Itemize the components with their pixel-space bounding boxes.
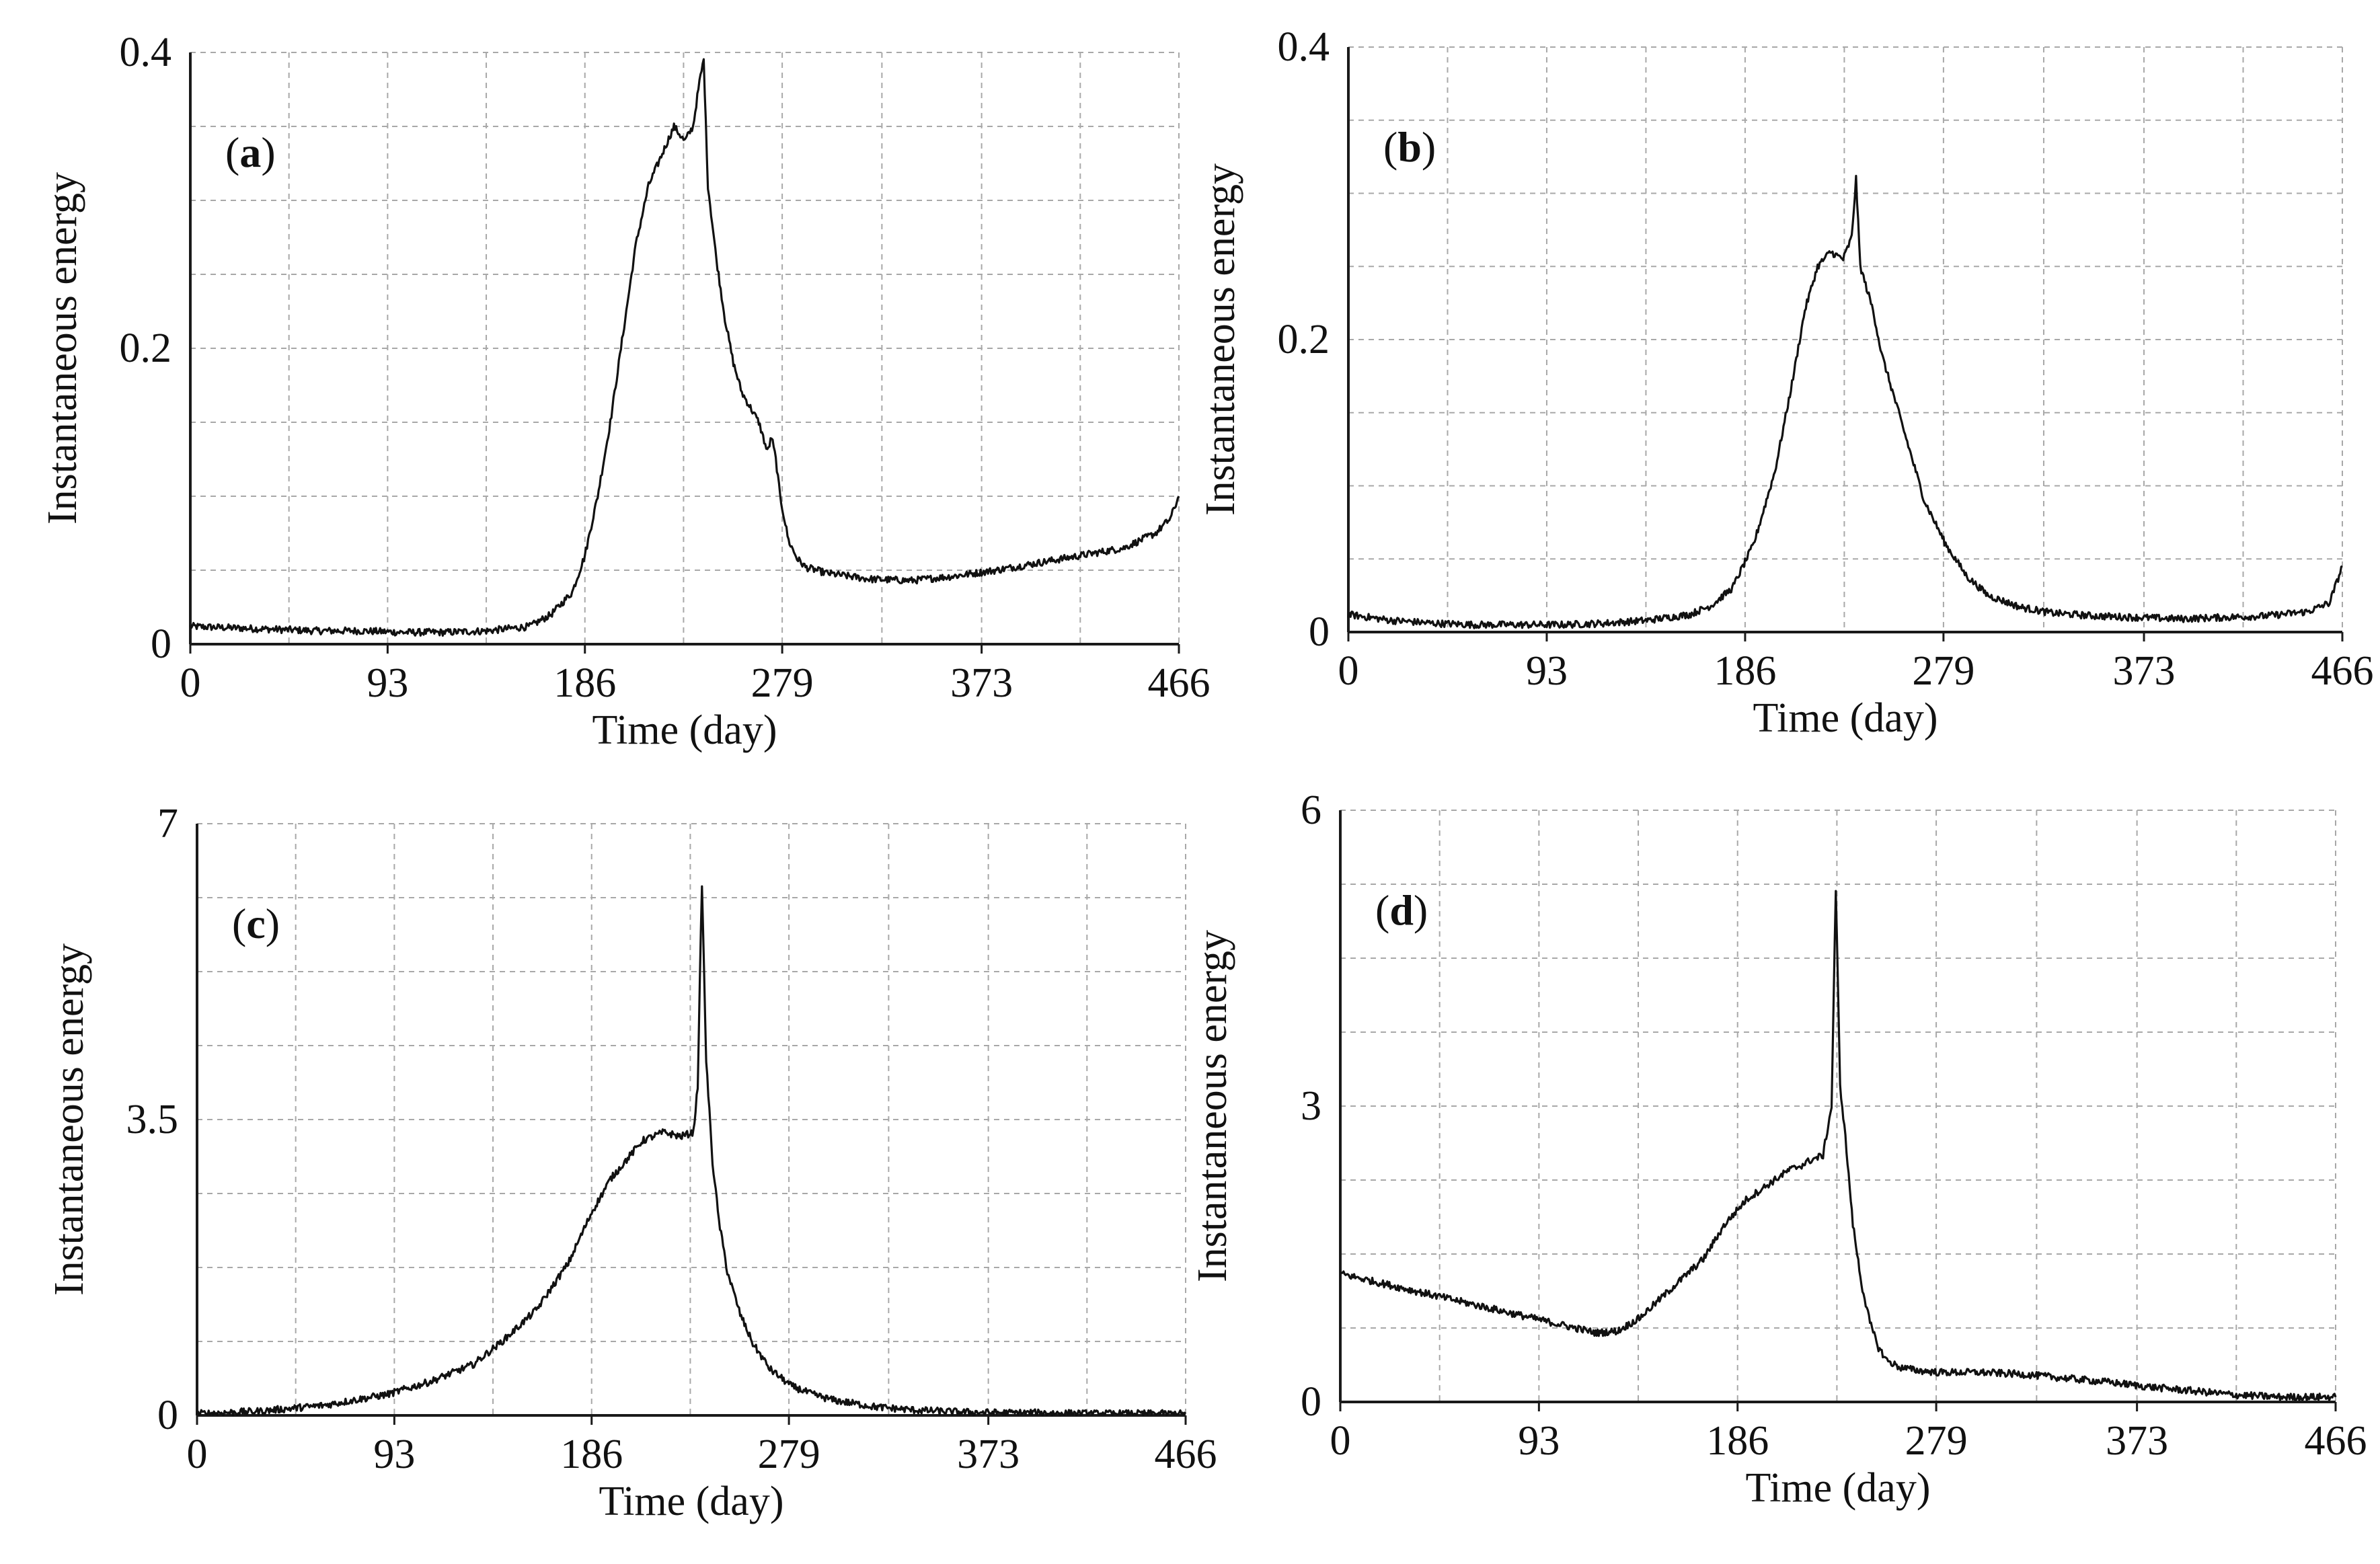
- y-tick-label: 0.2: [120, 325, 172, 371]
- y-tick-label: 0: [151, 621, 171, 667]
- panel-tag-open: (: [232, 900, 246, 947]
- panel-tag-close: ): [1422, 123, 1436, 171]
- y-axis-label: Instantaneous energy: [46, 943, 92, 1296]
- series-line: [1340, 890, 2337, 1402]
- x-tick-label: 93: [367, 660, 408, 706]
- panel-tag-close: ): [261, 128, 275, 176]
- y-axis-label: Instantaneous energy: [40, 172, 85, 524]
- x-tick-label: 93: [1518, 1418, 1560, 1464]
- panel-tag: (c): [232, 900, 280, 947]
- x-tick-label: 0: [187, 1432, 208, 1477]
- x-axis-label: Time (day): [1753, 695, 1938, 741]
- chart-panel-c: 0 93 186 279 373 466 0 3.5 7 Time (day) Instantane…: [46, 801, 1217, 1524]
- x-tick-label: 93: [373, 1432, 415, 1477]
- panel-tag-open: (: [225, 128, 239, 176]
- grid-lines: [190, 52, 1180, 644]
- panel-tag-letter: b: [1397, 123, 1422, 171]
- panel-tag-letter: c: [246, 900, 265, 947]
- panel-tag-letter: a: [239, 128, 261, 176]
- x-tick-label: 373: [2113, 648, 2176, 694]
- panel-tag: (d): [1375, 886, 1428, 934]
- y-tick-label: 0.4: [120, 30, 172, 75]
- x-tick-label: 0: [180, 660, 201, 706]
- panel-tag-letter: d: [1389, 886, 1414, 934]
- x-tick-label: 466: [2311, 648, 2374, 694]
- x-tick-label: 279: [758, 1432, 820, 1477]
- y-tick-label: 0.2: [1278, 317, 1330, 362]
- x-tick-label: 186: [1714, 648, 1776, 694]
- y-tick-label: 3: [1301, 1083, 1321, 1129]
- panel-tag: (b): [1383, 123, 1436, 171]
- panel-tag-close: ): [266, 900, 280, 947]
- x-tick-label: 93: [1526, 648, 1568, 694]
- panel-tag: (a): [225, 128, 276, 176]
- x-axis-label: Time (day): [599, 1479, 784, 1524]
- y-axis-label: Instantaneous energy: [1190, 930, 1235, 1282]
- chart-panel-b: 0 93 186 279 373 466 0 0.2 0.4 Time (day) Instanta…: [1198, 24, 2374, 741]
- y-axis-label: Instantaneous energy: [1198, 163, 1243, 516]
- y-tick-label: 7: [157, 801, 178, 847]
- x-axis-label: Time (day): [592, 707, 777, 753]
- y-tick-label: 0.4: [1278, 24, 1330, 70]
- panel-tag-open: (: [1375, 886, 1389, 934]
- y-tick-label: 6: [1301, 787, 1321, 833]
- x-tick-label: 186: [1706, 1418, 1769, 1464]
- x-tick-label: 0: [1330, 1418, 1351, 1464]
- panel-tag-close: ): [1414, 886, 1428, 934]
- y-tick-label: 0: [1301, 1379, 1321, 1425]
- x-tick-label: 466: [1148, 660, 1211, 706]
- x-tick-label: 466: [2305, 1418, 2367, 1464]
- y-tick-label: 0: [1309, 609, 1330, 655]
- x-axis-label: Time (day): [1746, 1465, 1931, 1511]
- x-tick-label: 186: [560, 1432, 623, 1477]
- x-tick-label: 279: [751, 660, 814, 706]
- x-tick-label: 279: [1912, 648, 1974, 694]
- x-tick-label: 373: [957, 1432, 1020, 1477]
- x-tick-label: 373: [2106, 1418, 2168, 1464]
- x-tick-label: 466: [1155, 1432, 1217, 1477]
- y-tick-label: 0: [157, 1393, 178, 1438]
- grid-lines: [1348, 46, 2343, 632]
- x-tick-label: 186: [553, 660, 616, 706]
- series-line: [1347, 175, 2343, 629]
- chart-panel-d: 0 93 186 279 373 466 0 3 6 Time (day) Instantaneou…: [1190, 787, 2367, 1511]
- x-tick-label: 279: [1905, 1418, 1968, 1464]
- series-line: [196, 885, 1187, 1417]
- series-line: [189, 58, 1180, 637]
- panel-tag-open: (: [1383, 123, 1397, 171]
- chart-panel-a: 0 93 186 279 373 466 0 0.2 0.4 Time (day) Instanta…: [40, 30, 1211, 753]
- x-tick-label: 373: [950, 660, 1013, 706]
- y-tick-label: 3.5: [126, 1097, 179, 1142]
- grid-lines: [197, 823, 1186, 1415]
- x-tick-label: 0: [1338, 648, 1359, 694]
- grid-lines: [1340, 810, 2336, 1402]
